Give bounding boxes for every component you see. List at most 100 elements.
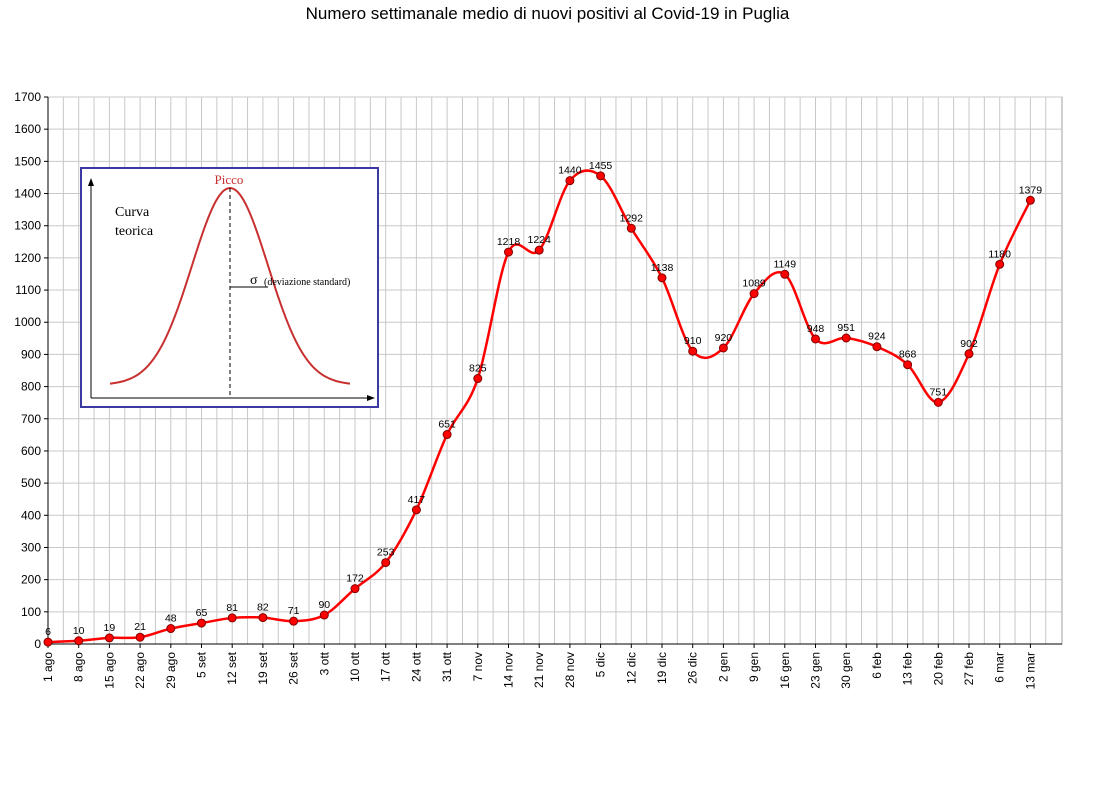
data-label: 172 [346,573,364,585]
data-label: 81 [226,602,238,614]
y-tick-label: 1200 [14,251,41,265]
data-label: 1379 [1019,184,1043,196]
x-tick-label: 12 set [225,651,239,684]
data-point [780,269,790,279]
x-tick-label: 19 dic [655,652,669,684]
data-label: 924 [868,331,886,343]
data-label: 1292 [620,212,644,224]
axes [44,96,1062,648]
data-point [442,430,452,440]
y-tick-label: 0 [34,637,41,651]
data-point [258,613,268,623]
x-tick-label: 15 ago [102,652,116,689]
tick-labels: 0 100 200 300 400 500 600 700 800 900 1000 1100 1200… [14,90,1037,689]
x-tick-label: 3 ott [317,651,331,675]
x-tick-label: 12 dic [624,652,638,684]
chart-title: Numero settimanale medio di nuovi positi… [305,4,790,23]
x-tick-label: 2 gen [716,652,730,682]
data-label: 1224 [528,234,552,246]
data-labels: 6 10 19 21 48 65 81 82 71 90 172 253 417 651 825 1218 12… [45,160,1042,638]
x-tick-label: 26 set [287,651,301,684]
x-tick-label: 17 ott [379,651,393,682]
data-label: 948 [807,323,825,335]
data-point [657,273,667,283]
data-point [596,171,606,181]
data-label: 951 [837,322,855,334]
x-tick-label: 19 set [256,651,270,684]
data-label: 253 [377,547,395,559]
y-tick-label: 200 [21,573,41,587]
data-label: 1180 [988,248,1011,260]
data-label: 48 [165,613,177,625]
data-label: 10 [73,625,85,637]
y-tick-label: 1100 [15,283,41,297]
data-point [964,349,974,359]
inset-sigma-symbol: σ [250,273,258,288]
data-point [811,334,820,344]
x-tick-label: 13 feb [901,652,915,686]
data-label: 1149 [774,258,797,270]
y-tick-label: 700 [21,412,41,426]
data-label: 1440 [558,165,582,177]
data-point [411,505,421,515]
data-point [289,616,299,626]
data-point [872,342,882,352]
data-point [166,624,176,634]
x-tick-label: 6 feb [870,652,884,679]
data-point [933,397,943,407]
data-point [319,610,329,620]
data-point [104,633,114,643]
data-point [749,289,759,299]
data-label: 751 [930,386,948,398]
data-point [995,259,1005,269]
y-tick-label: 1700 [14,90,41,104]
inset-curve-label-2: teorica [115,224,154,239]
y-tick-label: 400 [21,508,41,522]
x-tick-label: 14 nov [502,652,516,688]
inset-peak-label: Picco [215,172,244,187]
x-tick-label: 30 gen [839,652,853,689]
data-point [197,618,206,628]
data-label: 910 [684,335,702,347]
x-tick-label: 7 nov [471,652,485,681]
data-label: 902 [960,338,978,350]
y-tick-label: 1300 [14,219,41,233]
y-tick-label: 100 [21,605,41,619]
data-point [504,247,513,257]
inset-x-arrow [367,395,375,401]
x-tick-label: 28 nov [563,652,577,688]
x-tick-label: 31 ott [440,651,454,682]
x-tick-label: 27 feb [962,652,976,686]
data-point [227,613,237,623]
y-tick-label: 300 [21,540,41,554]
data-point [565,176,575,186]
x-tick-label: 29 ago [164,652,178,689]
data-point [350,584,360,594]
y-tick-label: 600 [21,444,41,458]
data-point [534,245,544,255]
data-label: 1138 [651,262,674,274]
data-label: 90 [318,599,330,611]
x-tick-label: 5 set [195,651,209,678]
y-tick-label: 1600 [14,122,41,136]
x-tick-label: 22 ago [133,652,147,689]
data-point [718,343,728,353]
x-tick-label: 13 mar [1023,652,1037,689]
inset-sigma-note: (deviazione standard) [264,277,350,288]
x-tick-label: 9 gen [747,652,761,682]
data-points [43,171,1035,647]
data-point [841,333,851,343]
data-label: 6 [45,626,51,638]
data-point [135,632,145,642]
data-label: 21 [134,621,146,633]
y-tick-label: 1000 [14,315,41,329]
x-tick-label: 26 dic [686,652,700,684]
data-point [688,346,698,356]
data-label: 920 [715,332,733,344]
x-tick-label: 21 nov [532,652,546,688]
data-label: 868 [899,349,917,361]
data-point [473,374,483,384]
data-point [43,637,53,647]
x-tick-label: 6 mar [993,652,1007,683]
